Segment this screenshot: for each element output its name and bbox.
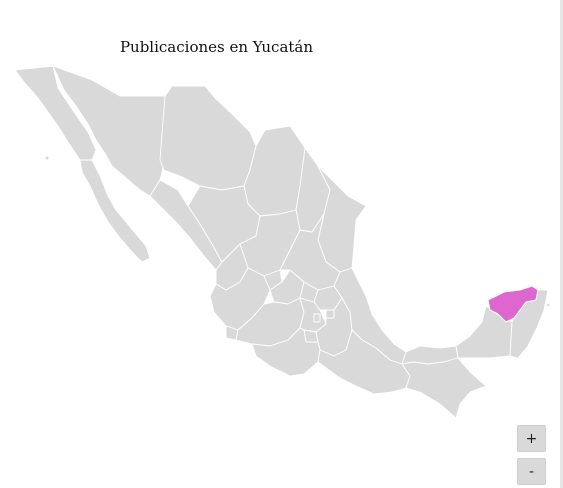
island bbox=[120, 230, 124, 234]
mexico-states bbox=[14, 65, 549, 419]
state-chiapas[interactable] bbox=[401, 357, 487, 419]
state-sonora[interactable] bbox=[52, 65, 166, 197]
island bbox=[45, 156, 49, 160]
state-yucatan[interactable] bbox=[487, 285, 539, 323]
state-cdmx[interactable] bbox=[313, 313, 321, 323]
state-chihuahua[interactable] bbox=[159, 85, 257, 191]
state-baja-california-sur[interactable] bbox=[79, 159, 151, 263]
zoom-in-button[interactable]: + bbox=[517, 425, 546, 452]
islands bbox=[45, 156, 550, 307]
map-title: Publicaciones en Yucatán bbox=[119, 38, 314, 56]
scrollbar-edge bbox=[560, 0, 563, 488]
state-oaxaca[interactable] bbox=[317, 329, 411, 395]
state-guerrero[interactable] bbox=[251, 327, 321, 377]
island bbox=[546, 303, 550, 307]
state-tlaxcala[interactable] bbox=[325, 309, 335, 319]
zoom-out-button[interactable]: - bbox=[517, 458, 546, 485]
